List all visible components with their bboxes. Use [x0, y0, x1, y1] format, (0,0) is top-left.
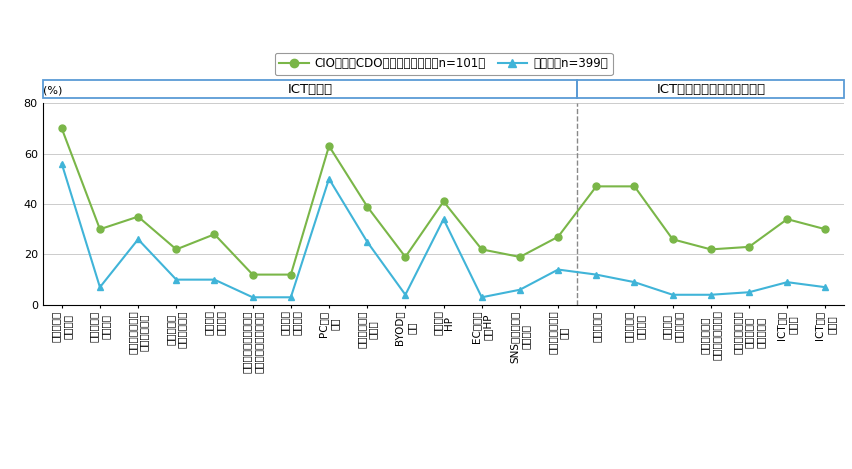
Bar — [577, 81, 843, 98]
Text: (%): (%) — [43, 86, 62, 96]
Text: ICTの導入: ICTの導入 — [287, 83, 332, 96]
Legend: CIOまたはCDO設置済・検討中（n=101）, その他（n=399）: CIOまたはCDO設置済・検討中（n=101）, その他（n=399） — [274, 53, 612, 75]
Text: ICTによる雇用や労働力強化: ICTによる雇用や労働力強化 — [655, 83, 764, 96]
Bar — [43, 81, 577, 98]
